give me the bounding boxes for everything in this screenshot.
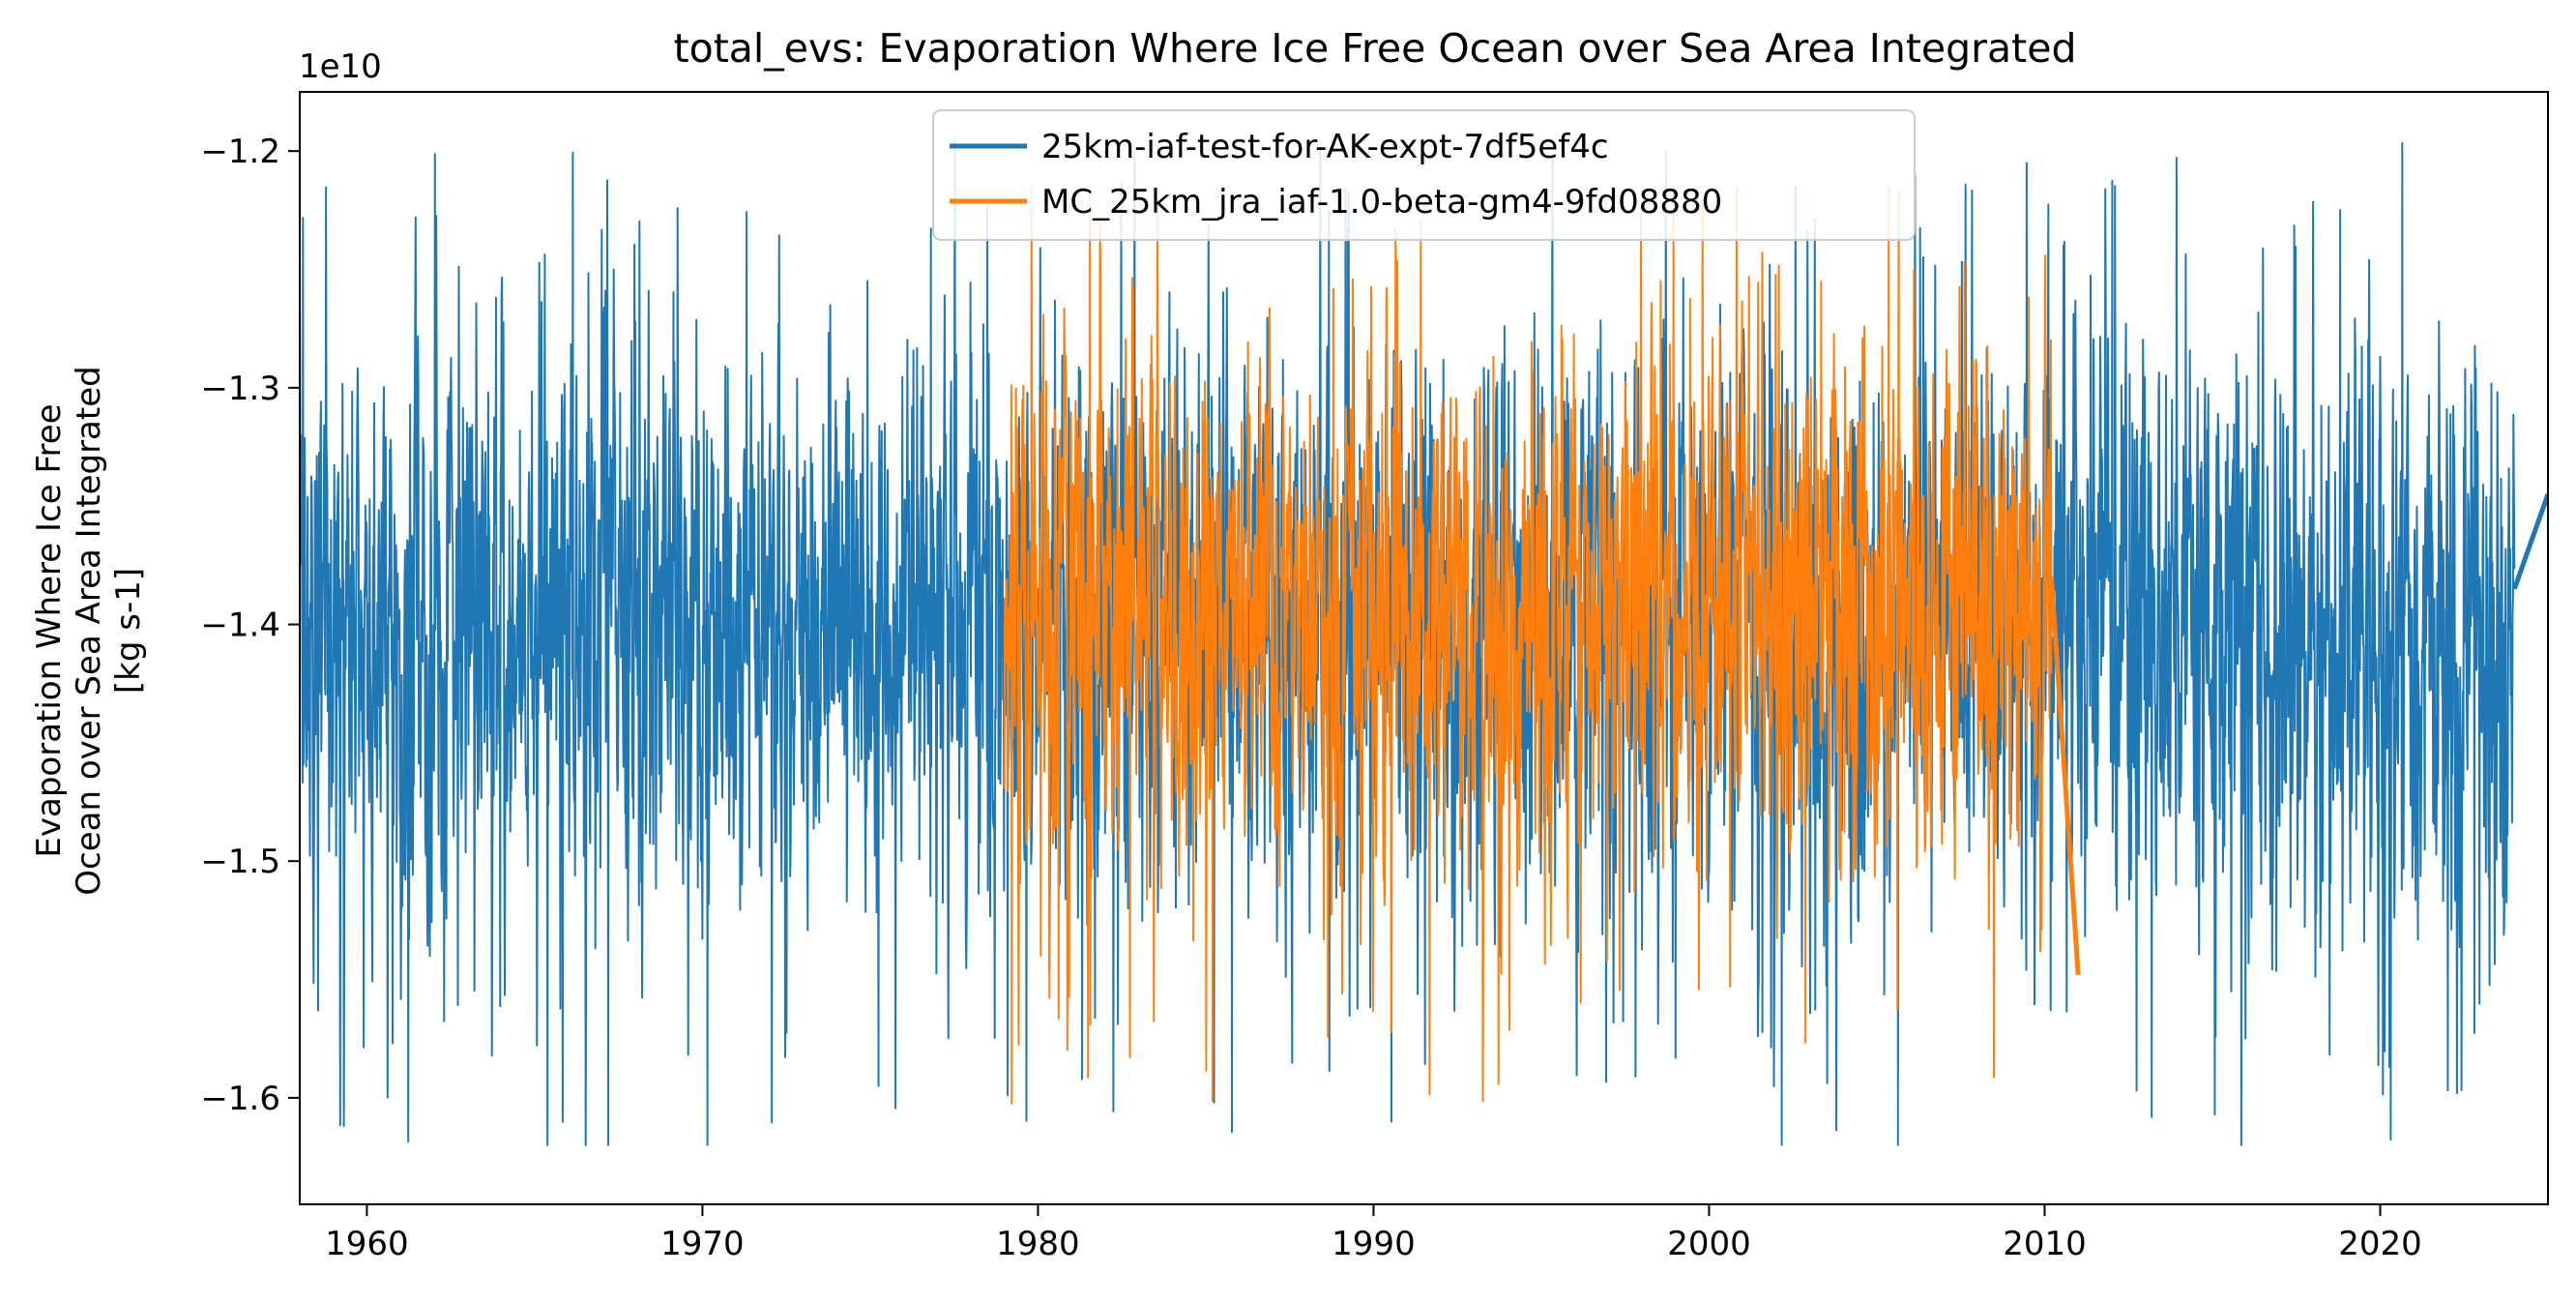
- series-tail-2: [2048, 577, 2081, 975]
- plot-frame: [299, 91, 2549, 1205]
- y-tick-label: −1.4: [200, 607, 280, 645]
- y-tick-label: −1.5: [200, 843, 280, 881]
- legend-box: [932, 109, 1916, 241]
- legend-label-series-1: 25km-iaf-test-for-AK-expt-7df5ef4c: [1041, 128, 1609, 166]
- axis-ticks: 1960 1970 1980 1990 2000 2010 2020 −1.6 −1.5 −1.4…: [200, 133, 2421, 1263]
- y-tick-label: −1.2: [200, 133, 280, 171]
- x-tick-label: 1980: [996, 1225, 1080, 1263]
- x-tick-label: 2020: [2338, 1225, 2422, 1263]
- y-axis-label-line-3: [kg s-1]: [109, 568, 148, 694]
- y-axis-label-line-2: Ocean over Sea Area Integrated: [70, 366, 108, 895]
- legend-label-series-2: MC_25km_jra_iaf-1.0-beta-gm4-9fd08880: [1041, 183, 1722, 222]
- y-axis-label-line-1: Evaporation Where Ice Free: [30, 403, 69, 857]
- x-tick-label: 1960: [325, 1225, 409, 1263]
- y-axis-offset-label: 1e10: [299, 47, 382, 86]
- x-tick-label: 2000: [1667, 1225, 1751, 1263]
- legend: 25km-iaf-test-for-AK-expt-7df5ef4c MC_25…: [932, 109, 1916, 241]
- x-tick-label: 1970: [660, 1225, 745, 1263]
- y-tick-label: −1.6: [200, 1080, 280, 1118]
- y-tick-label: −1.3: [200, 370, 280, 408]
- series-line-2: [1003, 185, 2053, 1105]
- chart-title: total_evs: Evaporation Where Ice Free Oc…: [674, 25, 2077, 72]
- series-tail-1: [2511, 493, 2548, 590]
- x-tick-label: 1990: [1332, 1225, 1416, 1263]
- y-axis-label: Evaporation Where Ice Free Ocean over Se…: [30, 366, 148, 895]
- plot-area: [300, 137, 2548, 1146]
- x-tick-label: 2010: [2003, 1225, 2087, 1263]
